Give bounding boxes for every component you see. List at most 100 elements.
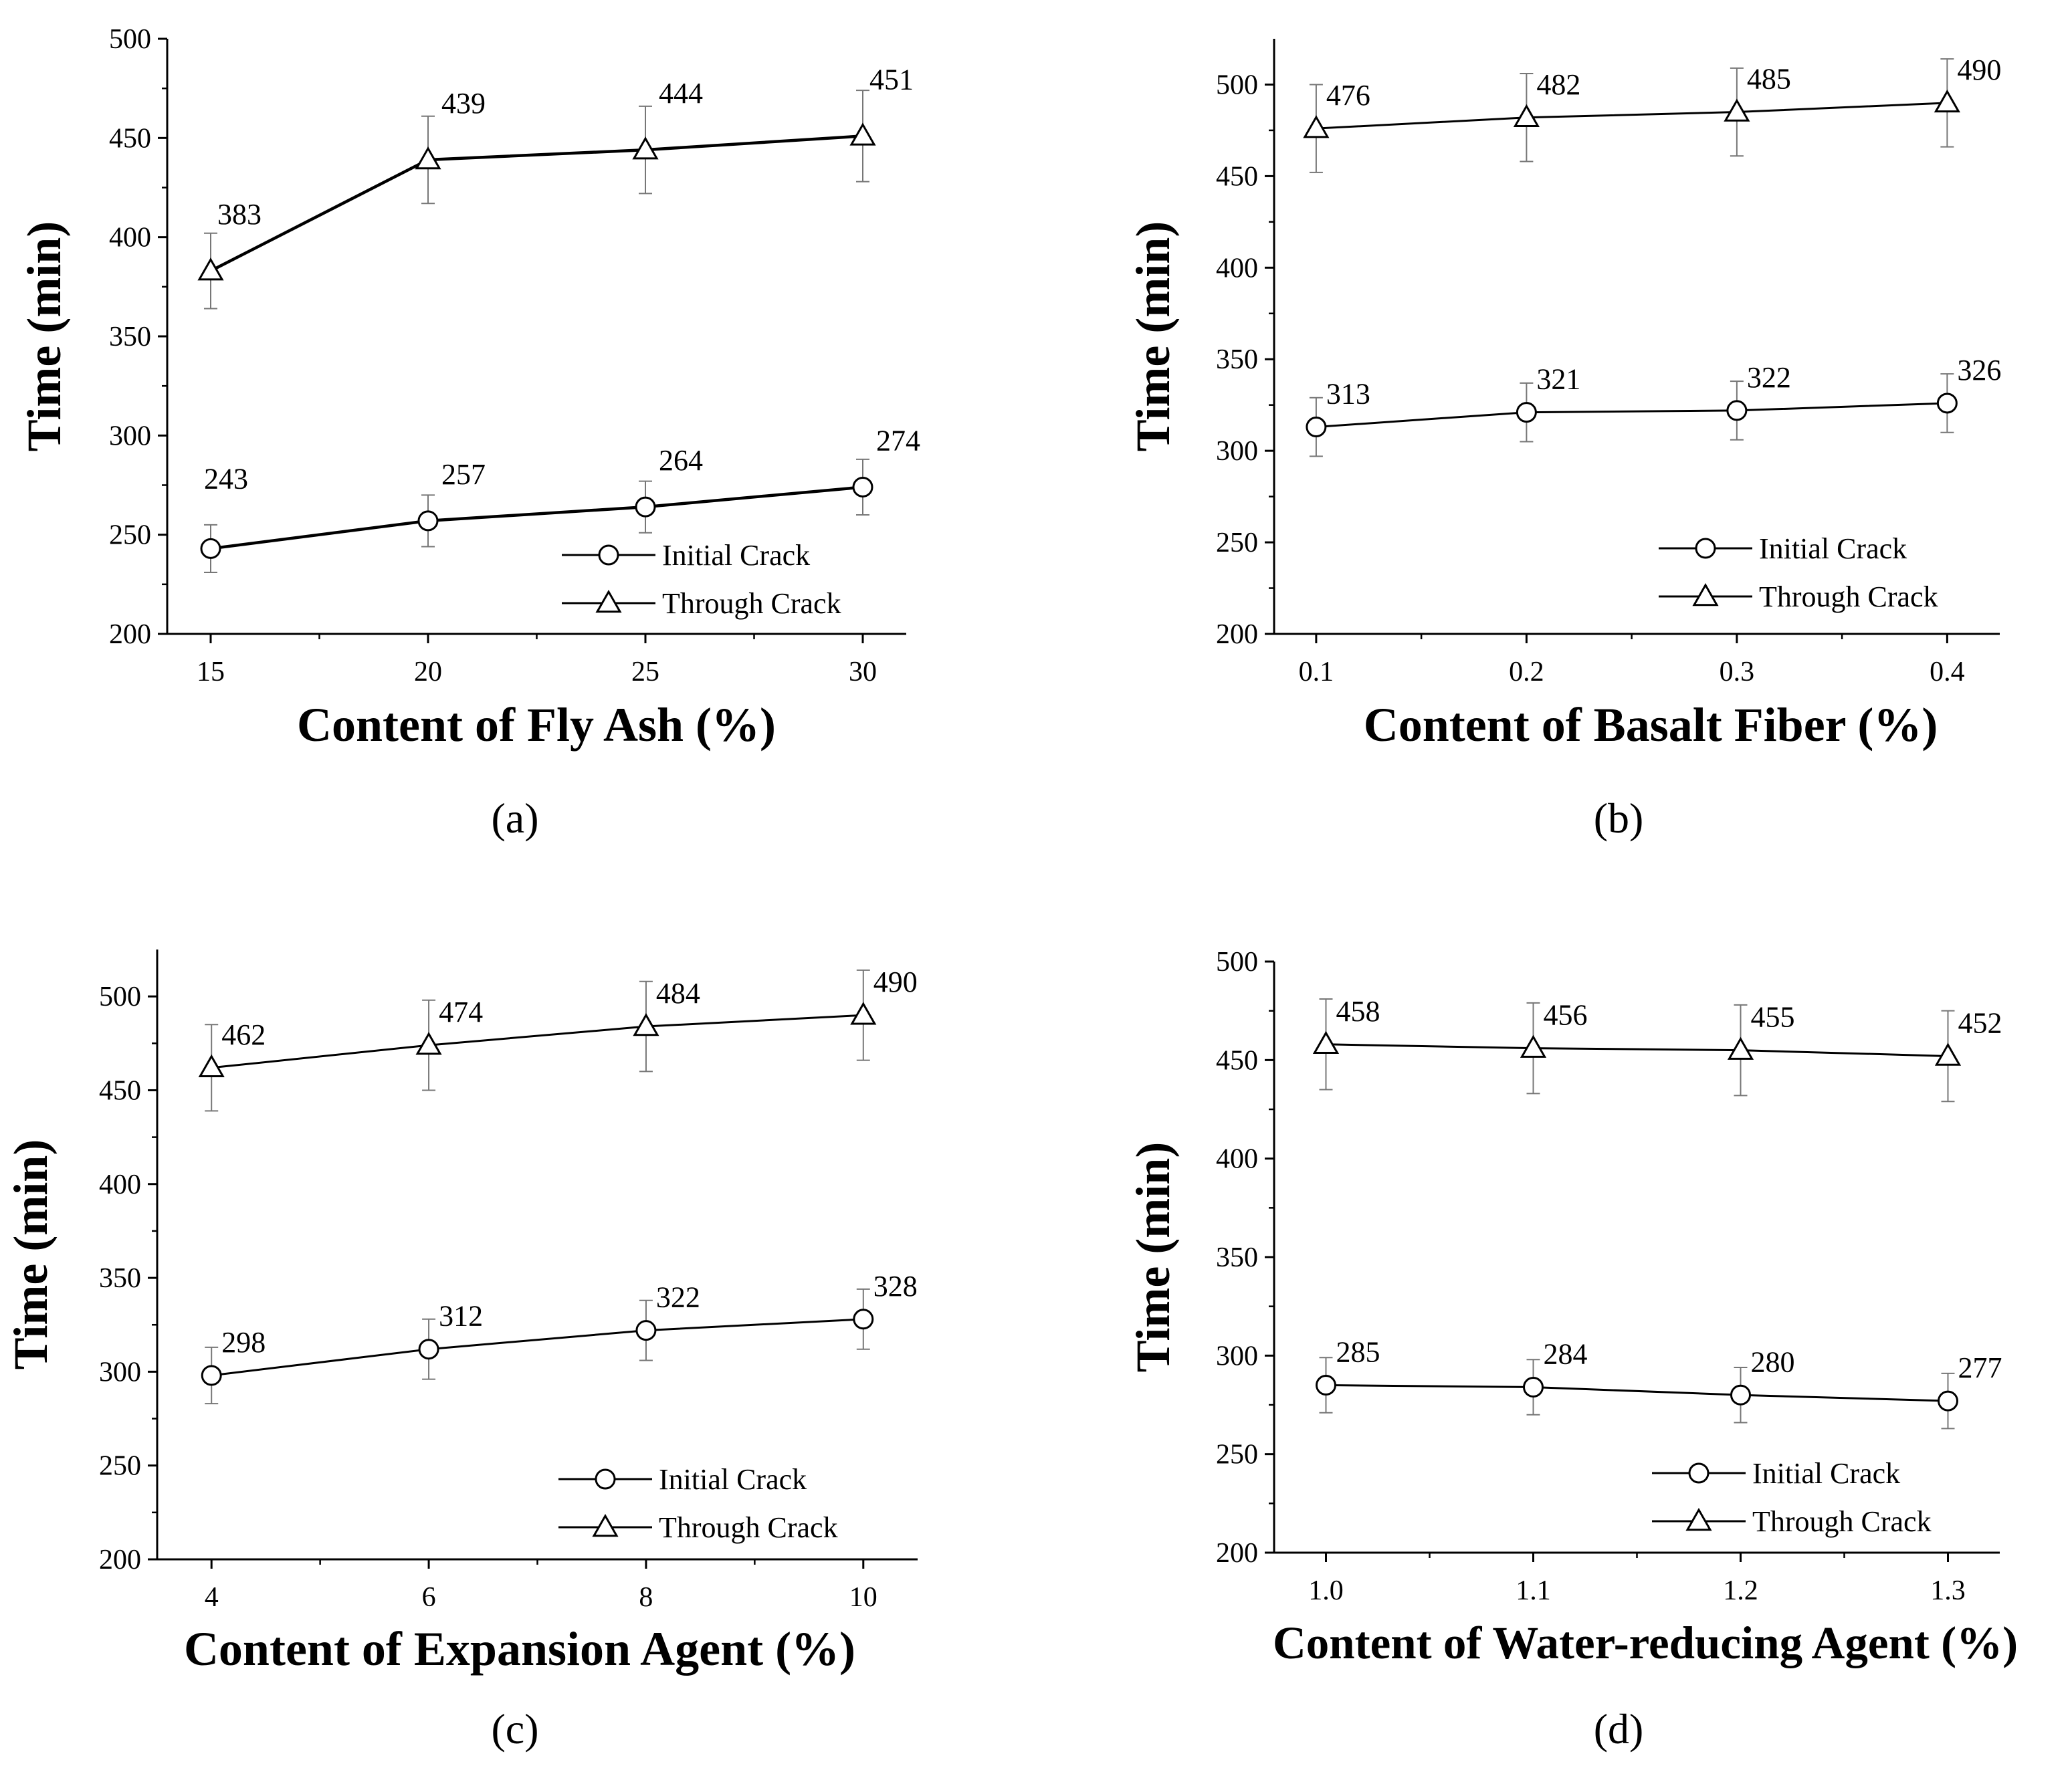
x-axis-title: Content of Water-reducing Agent (%) [1273,1618,2018,1668]
data-point-marker [633,1013,659,1036]
panel-label: (b) [1594,794,1644,842]
data-point-marker [1934,1042,1962,1066]
y-tick-label: 200 [1216,619,1258,650]
data-point-marker [853,1309,874,1330]
y-tick-label: 400 [1216,1144,1258,1175]
legend-marker [598,544,619,566]
data-point-marker [1936,393,1958,414]
y-tick-label: 300 [109,421,151,451]
y-tick-label: 350 [109,322,151,352]
y-tick-label: 250 [1216,1440,1258,1470]
data-label: 277 [1958,1351,2002,1384]
y-tick-label: 500 [1216,70,1258,100]
data-label: 444 [659,77,703,110]
y-axis-title: Time (min) [1126,221,1180,452]
series-line [1316,402,1948,429]
legend: Initial Crack Through Crack [1652,1457,1932,1538]
series-through-crack: 462 474 484 490 [198,966,918,1112]
data-label: 280 [1751,1345,1795,1378]
y-tick-label: 200 [1216,1538,1258,1569]
y-tick-label: 350 [1216,344,1258,375]
x-axis-title: Content of Expansion Agent (%) [184,1622,855,1676]
y-tick-label: 200 [109,619,151,650]
y-tick-label: 350 [1216,1242,1258,1273]
data-label: 313 [1326,378,1370,411]
x-tick-label: 1.0 [1308,1575,1344,1606]
data-label: 285 [1336,1336,1380,1369]
legend-marker [595,589,622,613]
data-point-marker [1516,402,1537,423]
data-label: 458 [1336,995,1380,1028]
series-initial-crack: 298 312 322 328 [201,1270,918,1405]
x-tick-label: 0.1 [1299,657,1334,687]
legend-label: Through Crack [659,1511,838,1544]
data-label: 274 [876,424,920,457]
x-tick-label: 0.4 [1930,657,1965,687]
x-tick-label: 0.2 [1509,657,1544,687]
y-tick-label: 500 [109,24,151,55]
data-point-marker [850,1002,877,1025]
data-label: 322 [1747,361,1791,394]
data-point-marker [1520,1034,1547,1058]
data-point-marker [1513,104,1540,128]
legend-label: Through Crack [662,587,841,620]
y-axis-title: Time (min) [4,1139,58,1370]
data-point-marker [1523,1376,1544,1398]
data-point-marker [632,136,659,160]
series-line [1316,102,1948,130]
y-tick-label: 250 [1216,528,1258,558]
x-tick-label: 4 [205,1582,219,1613]
series-initial-crack: 243 257 264 274 [200,424,920,574]
series-through-crack: 476 482 485 490 [1303,53,2001,173]
y-tick-label: 400 [109,223,151,253]
data-label: 328 [873,1270,918,1303]
data-label: 284 [1544,1337,1588,1370]
data-point-marker [1727,1036,1754,1060]
data-label: 476 [1326,79,1370,112]
y-tick-label: 250 [99,1451,141,1482]
series-line [1326,1043,1948,1057]
legend-marker [595,1468,616,1490]
data-point-marker [417,510,439,532]
data-label: 484 [656,977,700,1010]
data-point-marker [635,496,656,518]
panel-label: (d) [1594,1705,1644,1753]
legend-marker [592,1513,619,1537]
legend-marker [1692,582,1719,606]
y-tick-label: 400 [99,1170,141,1200]
series-line [211,1318,863,1377]
data-label: 298 [221,1326,266,1359]
legend-label: Initial Crack [662,539,810,572]
data-point-marker [1730,1384,1751,1406]
x-tick-label: 6 [422,1582,436,1613]
series-line [1326,1384,1948,1402]
series-through-crack: 383 439 444 451 [197,63,914,310]
series-through-crack: 458 456 455 452 [1312,995,2002,1103]
y-tick-label: 200 [99,1545,141,1575]
x-tick-label: 25 [631,657,659,687]
data-label: 243 [204,462,248,495]
y-tick-label: 500 [99,982,141,1012]
legend-label: Through Crack [1752,1505,1932,1538]
panel-label: (c) [491,1705,538,1753]
panel-label: (a) [491,794,538,842]
y-axis-title: Time (min) [17,221,71,452]
data-label: 264 [659,444,703,477]
x-tick-label: 10 [849,1582,877,1613]
x-tick-label: 30 [849,657,877,687]
x-tick-label: 1.3 [1930,1575,1966,1606]
legend-label: Through Crack [1759,580,1938,613]
legend: Initial Crack Through Crack [558,1463,838,1544]
legend-label: Initial Crack [1759,532,1907,565]
data-point-marker [200,538,221,559]
chart-panel-a: 200 250 300 350 400 450 500 15 20 25 30 Content of … [17,24,920,842]
data-label: 451 [869,63,914,96]
data-label: 322 [656,1281,700,1314]
x-tick-label: 20 [414,657,442,687]
y-tick-label: 450 [109,123,151,154]
data-point-marker [1726,400,1748,421]
data-point-marker [1316,1375,1336,1396]
legend-label: Initial Crack [659,1463,807,1496]
data-point-marker [1724,98,1750,122]
data-point-marker [635,1320,657,1341]
